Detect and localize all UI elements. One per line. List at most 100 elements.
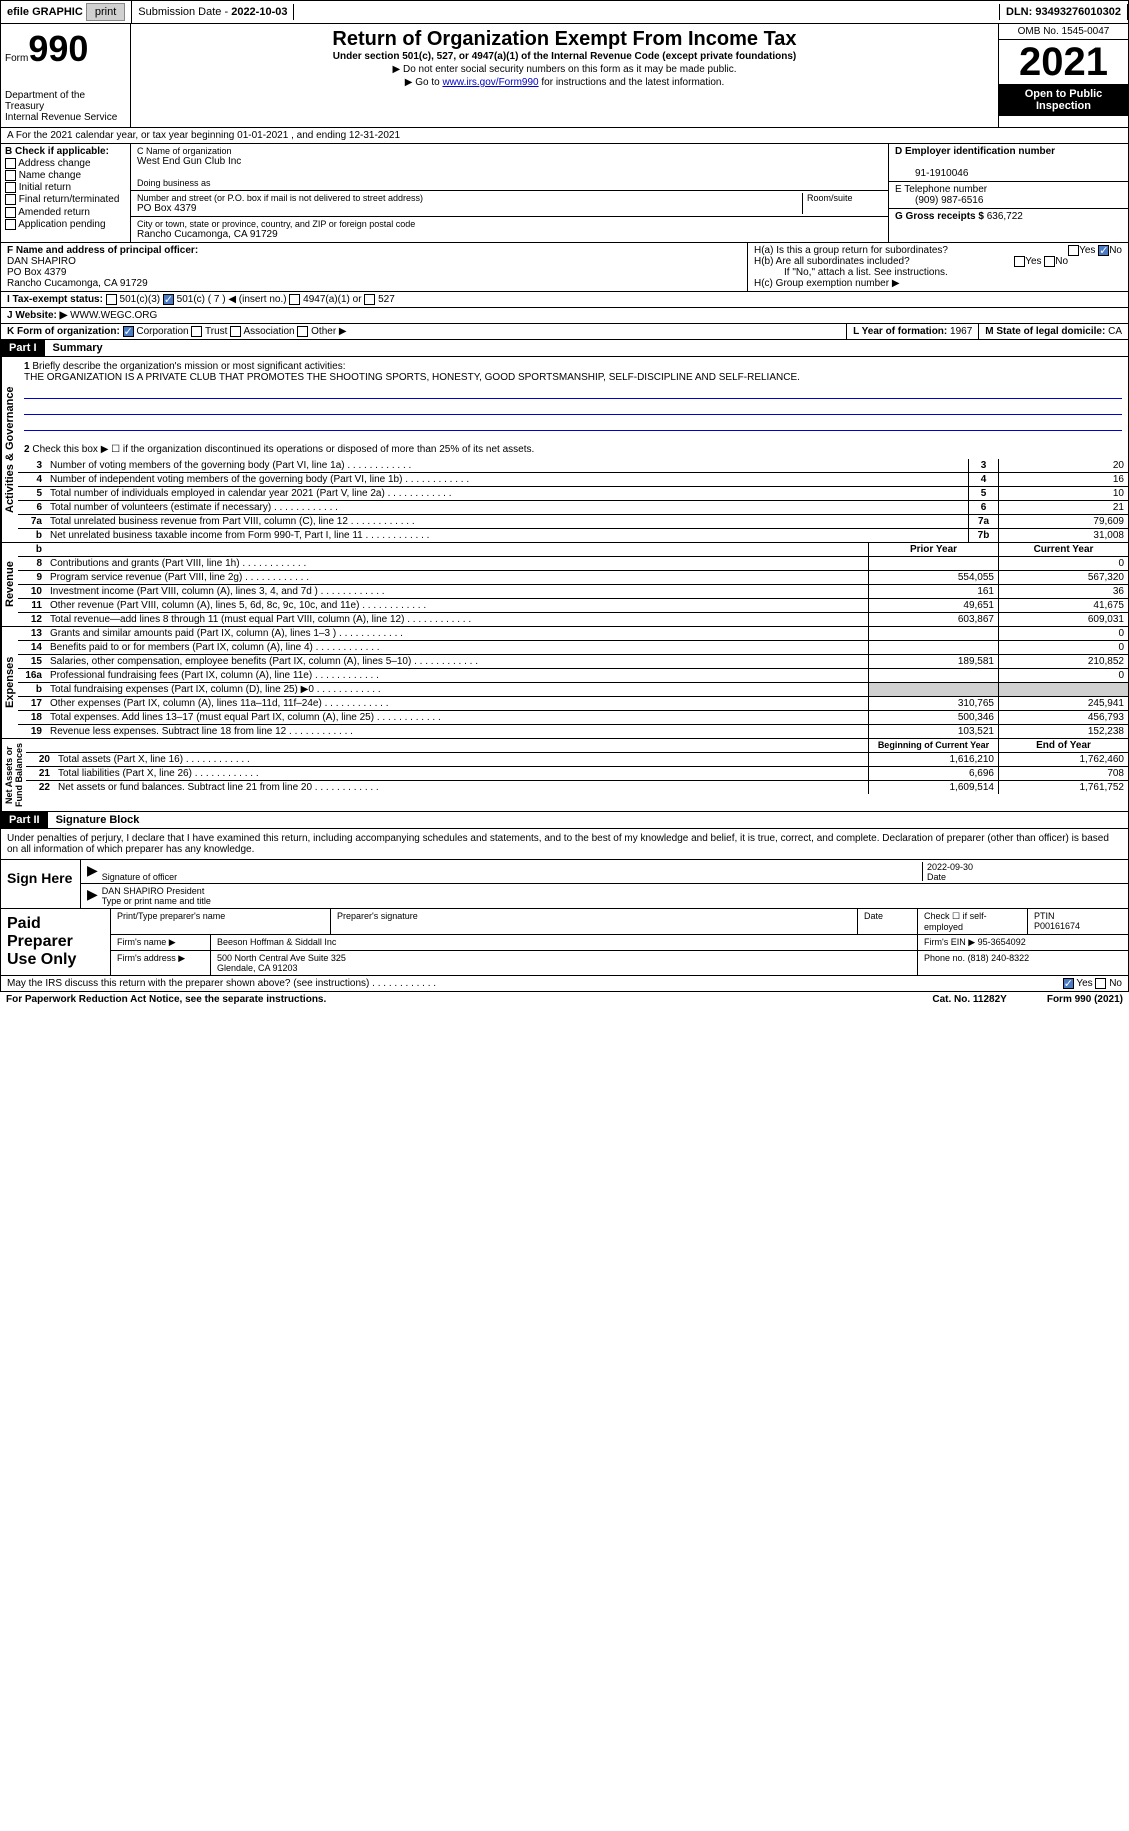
firm-addr1: 500 North Central Ave Suite 325 xyxy=(217,953,346,963)
firm-ein: 95-3654092 xyxy=(978,937,1026,947)
topbar: efile GRAPHIC print Submission Date - 20… xyxy=(0,0,1129,24)
table-row: 12Total revenue—add lines 8 through 11 (… xyxy=(18,613,1128,626)
officer-addr1: PO Box 4379 xyxy=(7,267,66,278)
ha-yes[interactable] xyxy=(1068,245,1079,256)
gross: 636,722 xyxy=(987,211,1023,222)
ck-assoc[interactable] xyxy=(230,326,241,337)
ck-527[interactable] xyxy=(364,294,375,305)
sig-officer-label: Signature of officer xyxy=(102,872,177,882)
form-subtitle: Under section 501(c), 527, or 4947(a)(1)… xyxy=(139,51,990,62)
footer: For Paperwork Reduction Act Notice, see … xyxy=(0,992,1129,1007)
hb-note: If "No," attach a list. See instructions… xyxy=(754,267,1122,278)
cat-no: Cat. No. 11282Y xyxy=(932,994,1006,1005)
officer-printed-label: Type or print name and title xyxy=(102,896,211,906)
checkbox-name-change[interactable] xyxy=(5,170,16,181)
declaration: Under penalties of perjury, I declare th… xyxy=(0,829,1129,860)
curr-year-hdr: Current Year xyxy=(998,543,1128,556)
checkbox-amended[interactable] xyxy=(5,207,16,218)
tax-status-label: I Tax-exempt status: xyxy=(7,294,103,305)
part2-header: Part II Signature Block xyxy=(0,812,1129,829)
ha-no[interactable] xyxy=(1098,245,1109,256)
hb-yes[interactable] xyxy=(1014,256,1025,267)
table-row: 11Other revenue (Part VIII, column (A), … xyxy=(18,599,1128,613)
row-i: I Tax-exempt status: 501(c)(3) 501(c) ( … xyxy=(0,292,1129,308)
officer-label: F Name and address of principal officer: xyxy=(7,245,198,256)
checkbox-addr-change[interactable] xyxy=(5,158,16,169)
firm-addr2: Glendale, CA 91203 xyxy=(217,963,298,973)
sig-date: 2022-09-30 xyxy=(927,862,973,872)
city-label: City or town, state or province, country… xyxy=(137,219,882,229)
table-row: 7aTotal unrelated business revenue from … xyxy=(18,515,1128,529)
officer-addr2: Rancho Cucamonga, CA 91729 xyxy=(7,278,148,289)
ck-other[interactable] xyxy=(297,326,308,337)
ck-501c3[interactable] xyxy=(106,294,117,305)
discuss-no[interactable] xyxy=(1095,978,1106,989)
part2-title: Signature Block xyxy=(48,812,148,828)
mission-text: THE ORGANIZATION IS A PRIVATE CLUB THAT … xyxy=(24,372,800,383)
officer-printed: DAN SHAPIRO President xyxy=(102,886,205,896)
year-formation-label: L Year of formation: xyxy=(853,326,947,337)
website-label: J Website: ▶ xyxy=(7,310,67,321)
note-goto-post: for instructions and the latest informat… xyxy=(539,77,725,88)
tax-year: 2021 xyxy=(999,40,1128,84)
dba-label: Doing business as xyxy=(137,178,882,188)
irs-link[interactable]: www.irs.gov/Form990 xyxy=(442,77,538,88)
ein-label: D Employer identification number xyxy=(895,146,1055,157)
firm-name-label: Firm's name ▶ xyxy=(111,935,211,950)
preparer-label: Paid Preparer Use Only xyxy=(1,909,111,975)
ck-trust[interactable] xyxy=(191,326,202,337)
dln-label: DLN: xyxy=(1006,6,1032,18)
ein: 91-1910046 xyxy=(895,168,968,179)
revenue-section: Revenue b Prior Year Current Year 8Contr… xyxy=(0,543,1129,627)
row-fh: F Name and address of principal officer:… xyxy=(0,243,1129,292)
table-row: 6Total number of volunteers (estimate if… xyxy=(18,501,1128,515)
part1-title: Summary xyxy=(45,340,111,356)
table-row: 20Total assets (Part X, line 16)1,616,21… xyxy=(26,753,1128,767)
checkbox-pending[interactable] xyxy=(5,219,16,230)
netassets-section: Net Assets orFund Balances Beginning of … xyxy=(0,739,1129,812)
print-button[interactable]: print xyxy=(86,3,125,21)
vlabel-netassets: Net Assets orFund Balances xyxy=(1,739,26,811)
row-a: A For the 2021 calendar year, or tax yea… xyxy=(0,128,1129,144)
subdate-label: Submission Date - xyxy=(138,6,228,18)
section-bcd: B Check if applicable: Address change Na… xyxy=(0,144,1129,243)
sign-here-label: Sign Here xyxy=(1,860,81,908)
discuss-yes[interactable] xyxy=(1063,978,1074,989)
row-b-label: b xyxy=(18,543,46,556)
hc-label: H(c) Group exemption number ▶ xyxy=(754,278,1122,289)
checkbox-final[interactable] xyxy=(5,194,16,205)
ck-corp[interactable] xyxy=(123,326,134,337)
org-addr: PO Box 4379 xyxy=(137,203,802,214)
col-d: D Employer identification number 91-1910… xyxy=(888,144,1128,242)
vlabel-expenses: Expenses xyxy=(1,627,18,738)
org-city: Rancho Cucamonga, CA 91729 xyxy=(137,229,882,240)
mission-line xyxy=(24,385,1122,399)
ck-4947[interactable] xyxy=(289,294,300,305)
org-name-label: C Name of organization xyxy=(137,146,882,156)
prep-date-label: Date xyxy=(858,909,918,934)
form-label: Form xyxy=(5,53,28,64)
table-row: 18Total expenses. Add lines 13–17 (must … xyxy=(18,711,1128,725)
table-row: 21Total liabilities (Part X, line 26)6,6… xyxy=(26,767,1128,781)
arrow-icon: ▶ xyxy=(87,886,98,906)
efile-label: efile GRAPHIC xyxy=(7,6,83,18)
dln: 93493276010302 xyxy=(1035,6,1121,18)
table-row: 14Benefits paid to or for members (Part … xyxy=(18,641,1128,655)
form-org-label: K Form of organization: xyxy=(7,326,120,337)
form-header: Form990 Department of the Treasury Inter… xyxy=(0,24,1129,128)
table-row: 4Number of independent voting members of… xyxy=(18,473,1128,487)
hb-no[interactable] xyxy=(1044,256,1055,267)
ck-501c[interactable] xyxy=(163,294,174,305)
col-c: C Name of organization West End Gun Club… xyxy=(131,144,888,242)
part2-badge: Part II xyxy=(1,812,48,828)
table-row: bNet unrelated business taxable income f… xyxy=(18,529,1128,542)
domicile: CA xyxy=(1108,326,1122,337)
ptin: P00161674 xyxy=(1034,921,1080,931)
checkbox-initial[interactable] xyxy=(5,182,16,193)
activities-section: Activities & Governance 1 Briefly descri… xyxy=(0,357,1129,543)
note-ssn: ▶ Do not enter social security numbers o… xyxy=(139,64,990,75)
col-b: B Check if applicable: Address change Na… xyxy=(1,144,131,242)
q2-label: Check this box ▶ ☐ if the organization d… xyxy=(32,444,534,455)
prep-self-label: Check ☐ if self-employed xyxy=(918,909,1028,934)
preparer-block: Paid Preparer Use Only Print/Type prepar… xyxy=(0,909,1129,976)
